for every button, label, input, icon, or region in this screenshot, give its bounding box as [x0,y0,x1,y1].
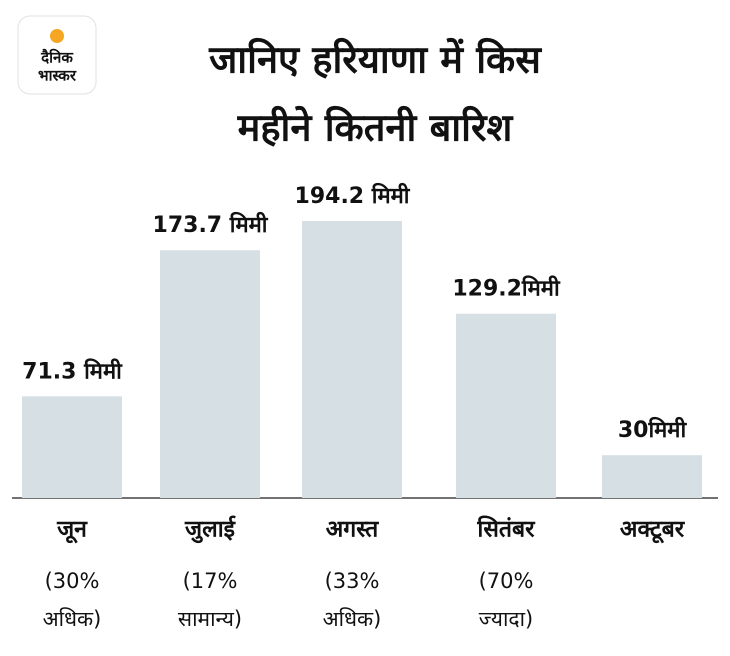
bar [456,313,556,498]
category-note: (33% [325,569,380,593]
value-label: 194.2 मिमी [295,182,411,209]
category-note: अधिक) [323,607,382,631]
x-tick-label: जुलाई [184,515,237,544]
value-label: 173.7 मिमी [153,211,269,238]
category-note: ज्यादा) [479,607,533,631]
value-label: 71.3 मिमी [22,357,123,384]
bar [22,396,122,498]
category-note: (17% [183,569,238,593]
bar [302,221,402,498]
category-note: (70% [479,569,534,593]
chart-title: जानिए हरियाणा में किस [208,38,542,82]
logo-dot [50,29,64,43]
x-tick-label: जून [56,517,88,544]
category-note: अधिक) [43,607,102,631]
chart-title: महीने कितनी बारिश [237,106,514,150]
x-tick-label: अक्टूबर [620,517,686,544]
logo-text: दैनिक [40,49,74,67]
bar [160,250,260,498]
x-tick-label: सितंबर [476,515,536,543]
x-tick-label: अगस्त [326,517,379,543]
category-note: सामान्य) [178,607,242,631]
category-note: (30% [45,569,100,593]
logo-text: भास्कर [38,67,77,85]
value-label: 129.2मिमी [452,275,561,302]
bar [602,455,702,498]
logo-box [17,15,97,95]
value-label: 30मिमी [618,416,688,443]
